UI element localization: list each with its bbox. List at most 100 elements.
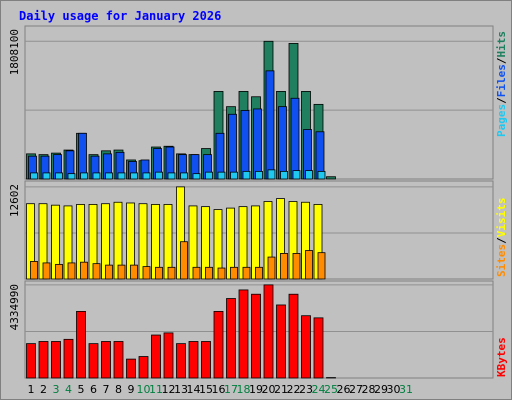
bar-sites-14: [193, 267, 200, 279]
bar-pages-2: [43, 173, 50, 179]
bar-kbytes-8: [114, 341, 123, 378]
bar-kbytes-15: [202, 341, 211, 378]
y-tick-label-hits-files-pages: 1808100: [8, 29, 21, 75]
day-label-2: 2: [40, 383, 47, 396]
bar-kbytes-12: [164, 333, 173, 378]
bar-pages-13: [181, 173, 188, 179]
bar-kbytes-21: [277, 305, 286, 378]
legend-kbytes: KBytes: [495, 337, 508, 377]
bar-sites-19: [256, 267, 263, 279]
bar-pages-10: [143, 173, 150, 179]
bar-sites-21: [281, 253, 288, 279]
bar-kbytes-11: [152, 335, 161, 378]
bar-pages-18: [243, 171, 250, 179]
bar-pages-7: [106, 173, 113, 179]
bar-kbytes-1: [27, 344, 36, 378]
bar-sites-1: [31, 261, 38, 279]
bar-pages-23: [306, 171, 313, 179]
bar-sites-4: [68, 263, 75, 279]
bar-kbytes-10: [139, 357, 148, 378]
bar-sites-15: [206, 267, 213, 279]
bar-sites-12: [168, 267, 175, 279]
legend-entry-visits: Visits: [495, 198, 508, 238]
bar-sites-8: [118, 265, 125, 279]
bar-kbytes-17: [227, 299, 236, 378]
bar-kbytes-20: [264, 285, 273, 378]
legend-entry-kbytes: KBytes: [495, 337, 508, 377]
day-label-6: 6: [90, 383, 97, 396]
bar-kbytes-6: [89, 344, 98, 378]
bar-pages-21: [281, 171, 288, 179]
chart-title: Daily usage for January 2026: [19, 9, 221, 23]
bar-kbytes-18: [239, 290, 248, 378]
bar-sites-11: [156, 267, 163, 279]
bar-pages-3: [56, 173, 63, 179]
bar-files-22: [291, 98, 299, 179]
legend-entry-files: Files: [495, 64, 508, 97]
legend-entry-sites: Sites: [495, 244, 508, 277]
day-label-1: 1: [28, 383, 35, 396]
legend-hits-files-pages: Pages/Files/Hits: [495, 31, 508, 137]
bar-kbytes-9: [127, 359, 136, 378]
day-label-4: 4: [65, 383, 72, 396]
bar-sites-7: [106, 265, 113, 279]
day-label-31: 31: [399, 383, 413, 396]
bar-sites-22: [293, 253, 300, 279]
bar-pages-11: [156, 172, 163, 179]
bar-kbytes-2: [39, 341, 48, 378]
bar-files-18: [241, 110, 249, 179]
bar-pages-9: [131, 173, 138, 179]
y-tick-label-kbytes: 4334990: [8, 284, 21, 330]
bar-pages-4: [68, 174, 75, 179]
bar-pages-15: [206, 172, 213, 179]
legend-visits-sites: Sites/Visits: [495, 198, 508, 278]
bar-sites-23: [306, 250, 313, 279]
y-tick-label-visits-sites: 12602: [8, 184, 21, 217]
bar-sites-17: [231, 267, 238, 279]
legend-entry-pages: Pages: [495, 104, 508, 137]
bar-kbytes-19: [252, 294, 261, 378]
bar-sites-20: [268, 257, 275, 279]
day-label-7: 7: [103, 383, 110, 396]
bar-sites-10: [143, 267, 150, 279]
bar-hits-25: [327, 177, 336, 179]
day-label-3: 3: [53, 383, 60, 396]
bar-kbytes-24: [314, 318, 323, 378]
bar-sites-3: [56, 264, 63, 279]
bar-sites-13: [181, 242, 188, 279]
bar-pages-17: [231, 172, 238, 179]
bar-kbytes-13: [177, 344, 186, 378]
bar-pages-19: [256, 171, 263, 179]
bar-sites-16: [218, 268, 225, 279]
bar-pages-20: [268, 170, 275, 179]
bar-sites-9: [131, 265, 138, 279]
bar-pages-16: [218, 172, 225, 179]
legend-entry-hits: Hits: [495, 31, 508, 58]
bar-pages-24: [318, 171, 325, 179]
bar-pages-1: [31, 173, 38, 179]
bar-sites-24: [318, 253, 325, 279]
bar-kbytes-3: [52, 341, 61, 378]
bar-files-19: [254, 109, 262, 179]
bar-files-17: [229, 114, 237, 179]
bar-pages-6: [93, 173, 100, 179]
bar-sites-2: [43, 263, 50, 279]
bar-kbytes-5: [77, 311, 86, 378]
bar-pages-22: [293, 171, 300, 179]
bar-pages-5: [81, 173, 88, 179]
bar-kbytes-14: [189, 341, 198, 378]
bar-pages-12: [168, 173, 175, 179]
day-label-5: 5: [78, 383, 85, 396]
day-label-8: 8: [115, 383, 122, 396]
bar-kbytes-7: [102, 341, 111, 378]
bar-pages-8: [118, 173, 125, 179]
bar-files-21: [279, 107, 287, 179]
bar-sites-5: [81, 262, 88, 279]
day-label-9: 9: [128, 383, 135, 396]
bar-sites-6: [93, 264, 100, 279]
bar-files-20: [266, 71, 274, 179]
bar-pages-14: [193, 174, 200, 179]
bar-kbytes-4: [64, 339, 73, 378]
